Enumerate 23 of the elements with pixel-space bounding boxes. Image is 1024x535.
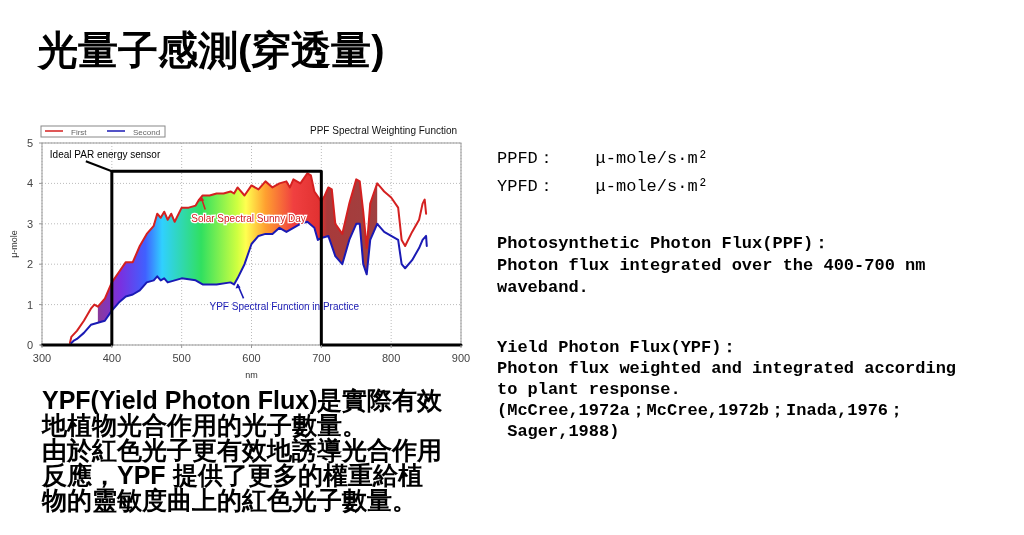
line-series <box>68 172 428 344</box>
y-tick-label: 2 <box>26 258 33 271</box>
y-tick-label: 1 <box>26 298 33 311</box>
y-axis-title: μ-mole <box>9 230 19 258</box>
x-tick-label: 500 <box>172 352 191 364</box>
x-tick-label: 800 <box>381 352 401 364</box>
legend-label: First <box>71 128 88 137</box>
y-tick-label: 5 <box>26 137 33 149</box>
legend-label: Second <box>133 128 161 137</box>
y-tick-label: 4 <box>26 177 33 190</box>
annotation: YPF Spectral Function in Practice <box>209 301 360 313</box>
x-axis-title: nm <box>245 370 258 380</box>
chart-title: 光量子感測(穿透量) <box>36 28 385 72</box>
x-tick-label: 900 <box>451 352 471 364</box>
x-tick-label: 600 <box>242 352 261 364</box>
chart-subtitle: PPF Spectral Weighting Function <box>310 125 458 136</box>
y-tick-label: 3 <box>26 217 33 230</box>
x-tick-label: 400 <box>102 352 122 364</box>
y-tick-label: 0 <box>26 339 33 351</box>
x-tick-label: 700 <box>312 352 331 364</box>
annotation: Ideal PAR energy sensor <box>49 149 161 161</box>
annotation: Solar Spectral Sunny Day <box>191 212 306 224</box>
x-tick-label: 300 <box>32 352 52 364</box>
